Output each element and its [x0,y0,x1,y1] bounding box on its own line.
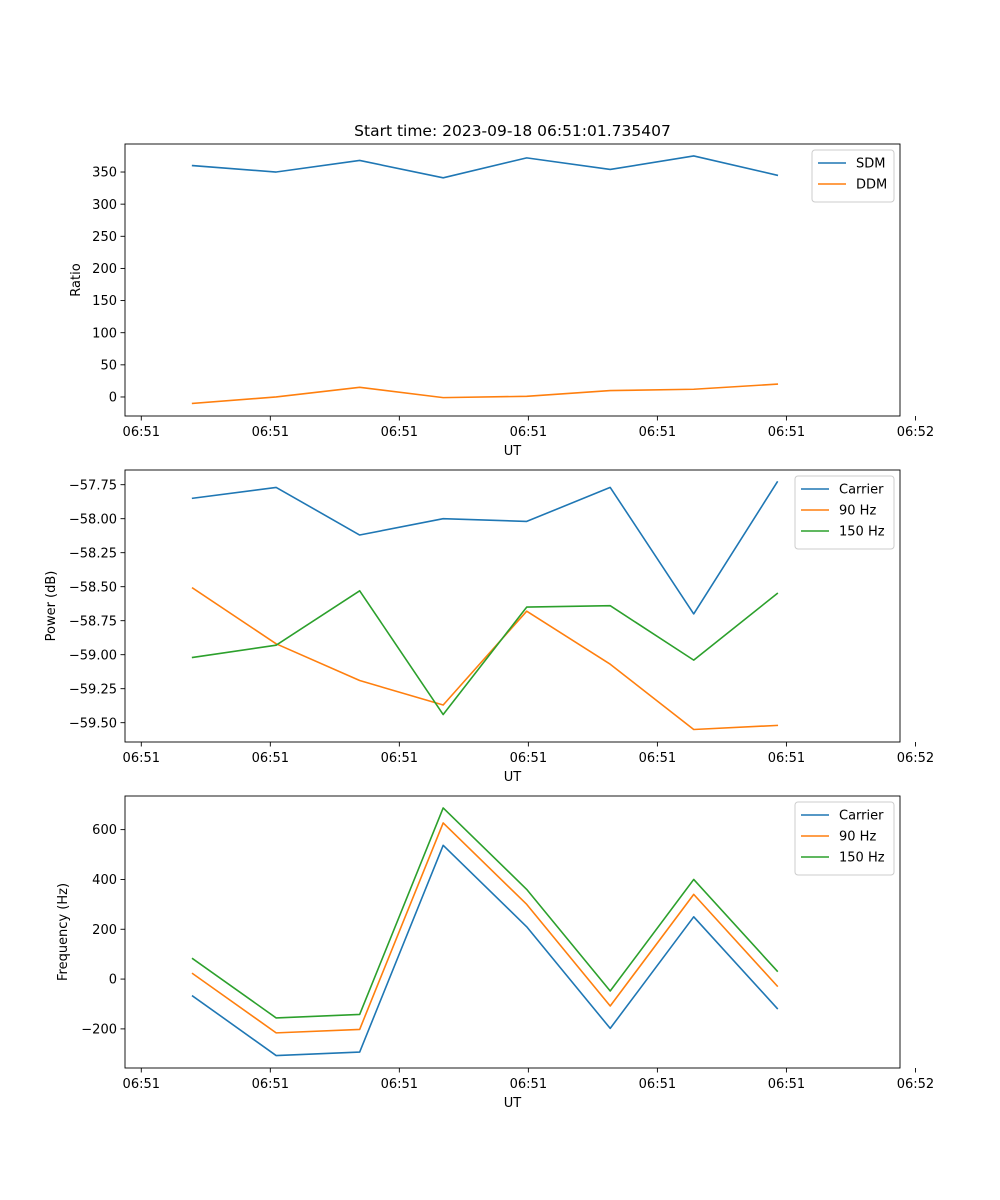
y-tick-label: 0 [109,391,117,406]
y-axis-label: Frequency (Hz) [56,883,71,981]
y-tick-label: 400 [92,873,117,888]
x-tick-label: 06:51 [768,751,805,766]
series-line-90-hz [191,822,779,1034]
y-axis-label: Power (dB) [44,571,59,642]
x-tick-label: 06:51 [639,1077,676,1092]
legend-entry: 90 Hz [839,504,876,519]
y-tick-label: 200 [92,923,117,938]
y-tick-label: 100 [92,326,117,341]
y-tick-label: −59.50 [69,716,117,731]
legend-entry: Carrier [839,809,884,824]
x-tick-label: 06:51 [639,751,676,766]
y-tick-label: −59.25 [69,682,117,697]
y-tick-label: −57.75 [69,478,117,493]
panel-power: 06:51 06:51 06:51 06:51 06:51 06:51 06:52 −59.5… [44,469,934,785]
x-tick-label: 06:52 [897,425,934,440]
panel-ratio: 06:51 06:51 06:51 06:51 06:51 06:51 06:52 0 50 10… [69,143,934,459]
series-line-90-hz [191,586,779,731]
axes-frame [124,469,901,743]
legend-entry: 90 Hz [839,830,876,845]
x-tick-label: 06:51 [510,751,547,766]
y-tick-label: 150 [92,294,117,309]
y-tick-label: −58.50 [69,580,117,595]
legend: SDM DDM [811,149,895,203]
y-tick-label: 200 [92,262,117,277]
x-tick-label: 06:51 [639,425,676,440]
chart-title: Start time: 2023-09-18 06:51:01.735407 [354,122,671,140]
series-line-150-hz [191,589,779,716]
legend-entry: Carrier [839,483,884,498]
axes-frame [124,143,901,417]
series-line-sdm [191,155,779,179]
y-tick-label: −200 [81,1022,117,1037]
x-axis-label: UT [504,1096,522,1111]
legend-entry: 150 Hz [839,525,885,540]
x-tick-label: 06:51 [381,751,418,766]
x-tick-label: 06:51 [252,751,289,766]
legend: Carrier 90 Hz 150 Hz [794,801,895,876]
y-tick-label: −58.75 [69,614,117,629]
y-tick-label: 50 [100,358,117,373]
series-line-carrier [191,844,779,1057]
x-tick-label: 06:51 [381,1077,418,1092]
series-line-carrier [191,480,779,615]
x-tick-label: 06:51 [123,1077,160,1092]
y-tick-label: 350 [92,166,117,181]
y-tick-label: 0 [109,973,117,988]
y-tick-label: −59.00 [69,648,117,663]
x-axis-label: UT [504,770,522,785]
y-tick-label: −58.00 [69,512,117,527]
x-tick-label: 06:52 [897,1077,934,1092]
x-tick-label: 06:52 [897,751,934,766]
y-tick-label: 600 [92,823,117,838]
y-tick-label: 300 [92,198,117,213]
series-line-150-hz [191,807,779,1019]
y-axis-label: Ratio [69,263,84,296]
x-tick-label: 06:51 [768,425,805,440]
legend-entry: DDM [856,178,887,193]
x-tick-label: 06:51 [252,425,289,440]
legend-entry: 150 Hz [839,851,885,866]
legend: Carrier 90 Hz 150 Hz [794,475,895,550]
axes-frame [124,795,901,1069]
x-tick-label: 06:51 [123,425,160,440]
x-tick-label: 06:51 [510,1077,547,1092]
legend-entry: SDM [856,157,885,172]
series-line-ddm [191,383,779,405]
x-tick-label: 06:51 [381,425,418,440]
x-tick-label: 06:51 [252,1077,289,1092]
x-tick-label: 06:51 [123,751,160,766]
y-tick-label: 250 [92,230,117,245]
x-axis-label: UT [504,444,522,459]
x-tick-label: 06:51 [768,1077,805,1092]
y-tick-label: −58.25 [69,546,117,561]
x-tick-label: 06:51 [510,425,547,440]
panel-frequency: 06:51 06:51 06:51 06:51 06:51 06:51 06:52 −200 0… [56,795,934,1111]
